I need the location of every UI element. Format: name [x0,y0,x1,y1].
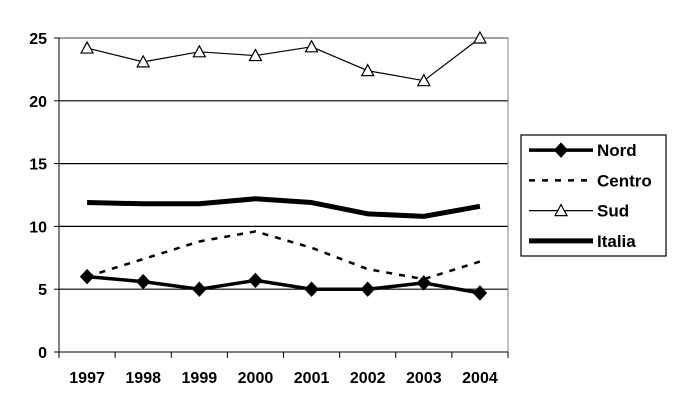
legend-box [520,134,667,257]
data-point-sud [472,30,487,44]
x-tick-label: 2002 [350,370,386,387]
data-point-sud [360,63,375,77]
plot-area [58,37,509,353]
series-italia [87,196,481,219]
data-point-nord [360,281,375,297]
gridlines [59,37,508,290]
y-tick-label: 25 [29,31,47,48]
legend: Nord Centro Sud Italia [520,134,667,257]
x-tick-label: 2003 [406,370,442,387]
x-tick-label: 1997 [69,370,105,387]
y-tick-label: 15 [29,157,47,174]
series-layer [79,30,488,301]
y-tick-label: 20 [29,94,47,111]
series-sud [80,30,487,87]
legend-marker-nord [553,142,569,158]
series-line-nord [86,274,481,295]
legend-label-nord: Nord [597,141,637,160]
legend-label-centro: Centro [597,171,652,190]
data-point-nord [248,272,263,289]
data-point-sud [248,48,263,62]
series-nord [79,268,488,301]
y-tick-label: 10 [29,219,47,236]
y-tick-label: 0 [38,345,47,362]
data-point-sud [304,39,319,53]
data-point-nord [304,281,319,297]
x-tick-label: 2000 [238,370,274,387]
data-point-sud [192,44,207,58]
x-tick-label: 2004 [462,370,498,387]
data-point-sud [416,73,431,87]
data-point-nord [472,285,488,301]
data-point-nord [136,273,151,290]
legend-label-sud: Sud [597,202,629,221]
series-line-italia [87,196,481,219]
series-centro [86,230,481,281]
data-point-sud [80,40,95,54]
x-tick-label: 1998 [125,370,161,387]
data-point-nord [192,281,207,297]
data-point-sud [136,54,151,68]
x-tick-label: 1999 [182,370,218,387]
x-tick-label: 2001 [294,370,330,387]
y-tick-label: 5 [38,282,47,299]
series-line-sud [86,37,481,82]
series-line-centro [86,230,481,281]
axes: 0 5 10 15 20 25 1997 1998 1999 2000 2001 2002 2003 20… [29,31,509,387]
legend-marker-sud [553,203,569,217]
legend-label-italia: Italia [597,232,636,251]
